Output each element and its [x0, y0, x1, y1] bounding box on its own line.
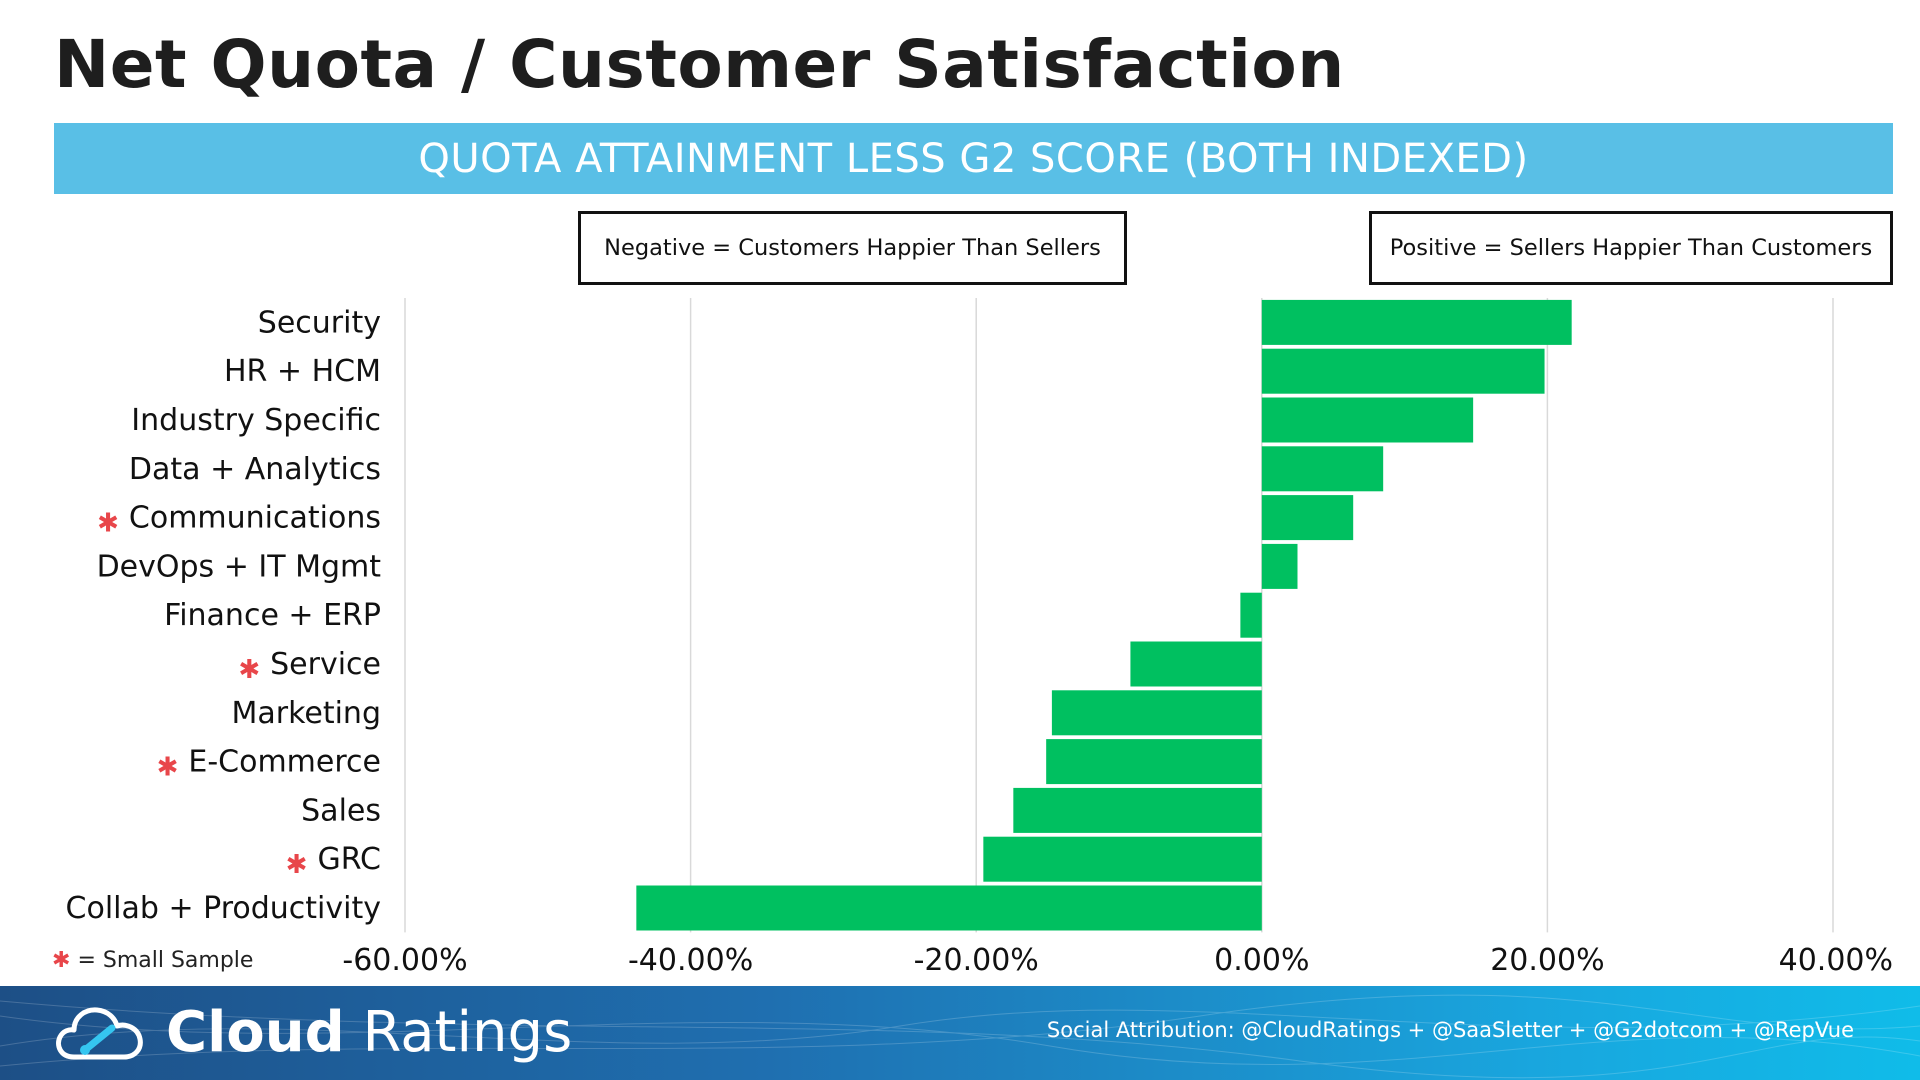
- brand-name: Cloud Ratings: [166, 1000, 572, 1065]
- category-label: GRC: [317, 842, 381, 877]
- bar-devops-it-mgmt: [1261, 543, 1298, 589]
- x-tick-label: 20.00%: [1490, 943, 1604, 978]
- bar-data-analytics: [1261, 446, 1384, 492]
- bar-chart: Security HR + HCM Industry Specific Data + …: [66, 298, 1893, 978]
- bar-sales: [1013, 787, 1262, 833]
- category-label: Marketing: [231, 696, 381, 731]
- small-sample-star-icon: ✱: [157, 753, 179, 783]
- small-sample-star-icon: ✱: [238, 655, 260, 685]
- brand: Cloud Ratings: [54, 1000, 572, 1065]
- brand-name-bold: Cloud: [166, 1000, 345, 1065]
- category-label: Finance + ERP: [164, 598, 381, 633]
- chart-subtitle-banner: QUOTA ATTAINMENT LESS G2 SCORE (BOTH IND…: [54, 123, 1893, 194]
- bar-service: [1130, 641, 1262, 687]
- bar-marketing: [1051, 690, 1262, 736]
- page-title: Net Quota / Customer Satisfaction: [54, 26, 1345, 103]
- category-label: Industry Specific: [131, 403, 381, 438]
- footer-background-pattern: [0, 994, 1920, 1079]
- small-sample-star-icon: ✱: [286, 850, 308, 880]
- bar-e-commerce: [1046, 739, 1262, 785]
- bar-hr-hcm: [1261, 348, 1545, 394]
- bar-grc: [983, 836, 1262, 882]
- cloud-speedometer-icon: [56, 1006, 143, 1059]
- footer-bar: Cloud Ratings Social Attribution: @Cloud…: [0, 986, 1920, 1080]
- x-tick-label: -20.00%: [914, 943, 1039, 978]
- category-label: Sales: [301, 793, 381, 828]
- small-sample-legend-text: = Small Sample: [77, 948, 254, 973]
- category-label: Collab + Productivity: [66, 891, 381, 926]
- category-label: DevOps + IT Mgmt: [97, 549, 382, 584]
- small-sample-star-icon: ✱: [97, 509, 119, 539]
- category-label: HR + HCM: [224, 354, 381, 389]
- x-tick-label: -60.00%: [342, 943, 467, 978]
- positive-annotation-box: Positive = Sellers Happier Than Customer…: [1369, 211, 1893, 285]
- chart-subtitle: QUOTA ATTAINMENT LESS G2 SCORE (BOTH IND…: [418, 135, 1529, 182]
- bar-industry-specific: [1261, 397, 1474, 443]
- brand-name-light: Ratings: [344, 1000, 573, 1065]
- category-label: Communications: [129, 501, 381, 536]
- x-tick-label: 0.00%: [1214, 943, 1309, 978]
- social-attribution: Social Attribution: @CloudRatings + @Saa…: [1046, 1018, 1854, 1042]
- category-label: Security: [258, 305, 381, 340]
- category-label: Service: [270, 647, 381, 682]
- x-tick-label: -40.00%: [628, 943, 753, 978]
- category-label: Data + Analytics: [129, 452, 381, 487]
- bar-collab-productivity: [636, 885, 1262, 931]
- x-tick-label: 40.00%: [1779, 943, 1893, 978]
- negative-annotation-box: Negative = Customers Happier Than Seller…: [578, 211, 1127, 285]
- bar-security: [1261, 299, 1572, 345]
- category-label: E-Commerce: [188, 745, 381, 780]
- small-sample-star-icon: ✱: [52, 948, 71, 973]
- bar-communications: [1261, 495, 1354, 541]
- bar-finance-erp: [1240, 592, 1262, 638]
- small-sample-legend: ✱ = Small Sample: [52, 948, 253, 973]
